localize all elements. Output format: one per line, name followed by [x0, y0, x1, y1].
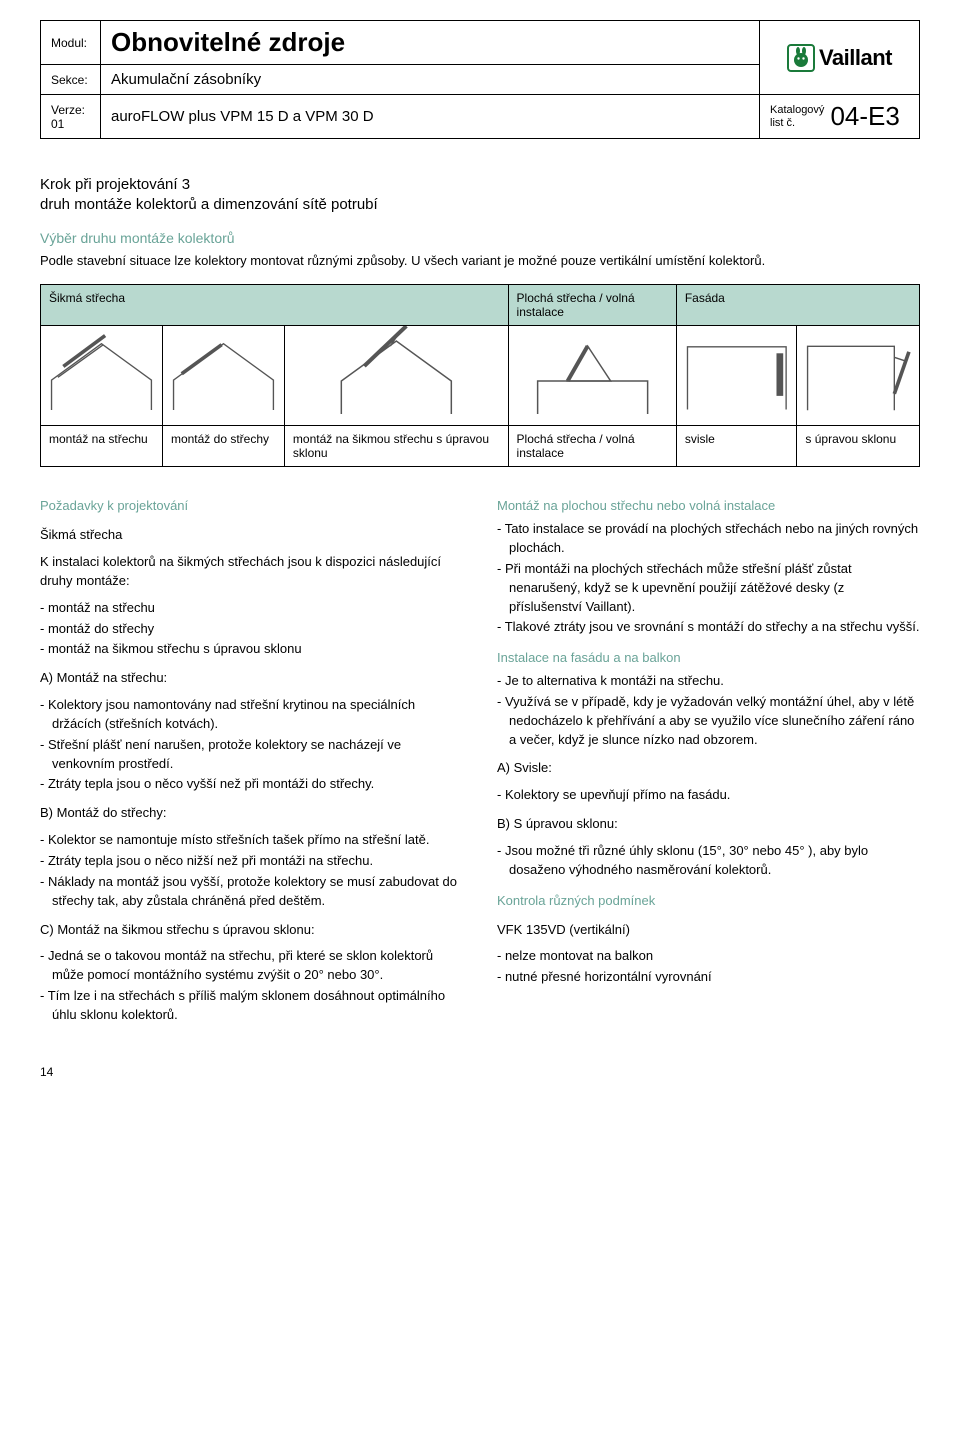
modul-value: Obnovitelné zdroje — [101, 21, 760, 65]
bunny-icon — [787, 44, 815, 72]
mount-lbl-2: montáž na šikmou střechu s úpravou sklon… — [284, 426, 508, 467]
list-item: Jedná se o takovou montáž na střechu, př… — [40, 947, 463, 985]
roof-intro: K instalaci kolektorů na šikmých střechá… — [40, 553, 463, 591]
left-column: Požadavky k projektování Šikmá střecha K… — [40, 497, 463, 1034]
list-item: Ztráty tepla jsou o něco vyšší než při m… — [40, 775, 463, 794]
verze-label: Verze: 01 — [41, 95, 101, 139]
list-item: montáž na šikmou střechu s úpravou sklon… — [40, 640, 463, 659]
list-item: Využívá se v případě, kdy je vyžadován v… — [497, 693, 920, 750]
b-head: B) Montáž do střechy: — [40, 804, 463, 823]
list-item: nelze montovat na balkon — [497, 947, 920, 966]
list-item: Jsou možné tři různé úhly sklonu (15°, 3… — [497, 842, 920, 880]
check-head: Kontrola různých podmínek — [497, 892, 920, 911]
mount-table-header-row: Šikmá střecha Plochá střecha / volná ins… — [41, 285, 920, 326]
list-item: Tato instalace se provádí na plochých st… — [497, 520, 920, 558]
mount-hdr-1: Šikmá střecha — [41, 285, 509, 326]
list-item: nutné přesné horizontální vyrovnání — [497, 968, 920, 987]
mount-hdr-3: Fasáda — [676, 285, 919, 326]
sekce-label: Sekce: — [41, 65, 101, 95]
diagram-facade-tilt — [797, 326, 920, 426]
diagram-in-roof — [162, 326, 284, 426]
selection-para: Podle stavební situace lze kolektory mon… — [40, 252, 920, 271]
b-list: Kolektor se namontuje místo střešních ta… — [40, 831, 463, 910]
modul-label: Modul: — [41, 21, 101, 65]
mount-table: Šikmá střecha Plochá střecha / volná ins… — [40, 284, 920, 467]
flat-head: Montáž na plochou střechu nebo volná ins… — [497, 497, 920, 516]
r-a-head: A) Svisle: — [497, 759, 920, 778]
logo-cell: Vaillant — [760, 21, 920, 95]
list-item: Náklady na montáž jsou vyšší, protože ko… — [40, 873, 463, 911]
facade-head: Instalace na fasádu a na balkon — [497, 649, 920, 668]
page-number: 14 — [40, 1065, 920, 1079]
mount-hdr-2: Plochá střecha / volná instalace — [508, 285, 676, 326]
catalog-label-2: list č. — [770, 117, 824, 129]
list-item: Tlakové ztráty jsou ve srovnání s montáž… — [497, 618, 920, 637]
catalog-code: 04-E3 — [830, 101, 899, 132]
c-head: C) Montáž na šikmou střechu s úpravou sk… — [40, 921, 463, 940]
catalog-label-1: Katalogový — [770, 104, 824, 116]
right-column: Montáž na plochou střechu nebo volná ins… — [497, 497, 920, 1034]
selection-head: Výběr druhu montáže kolektorů — [40, 230, 920, 246]
list-item: Je to alternativa k montáži na střechu. — [497, 672, 920, 691]
list-item: Kolektory se upevňují přímo na fasádu. — [497, 786, 920, 805]
flat-list: Tato instalace se provádí na plochých st… — [497, 520, 920, 637]
step-title: Krok při projektování 3 — [40, 175, 920, 195]
two-column-body: Požadavky k projektování Šikmá střecha K… — [40, 497, 920, 1034]
diagram-flat-roof — [508, 326, 676, 426]
list-item: Tím lze i na střechách s příliš malým sk… — [40, 987, 463, 1025]
mount-lbl-5: s úpravou sklonu — [797, 426, 920, 467]
list-item: Kolektor se namontuje místo střešních ta… — [40, 831, 463, 850]
mount-table-label-row: montáž na střechu montáž do střechy mont… — [41, 426, 920, 467]
list-item: Střešní plášť není narušen, protože kole… — [40, 736, 463, 774]
vfk-head: VFK 135VD (vertikální) — [497, 921, 920, 940]
list-item: Ztráty tepla jsou o něco nižší než při m… — [40, 852, 463, 871]
list-item: montáž do střechy — [40, 620, 463, 639]
sekce-value: Akumulační zásobníky — [101, 65, 760, 95]
list-item: Při montáži na plochých střechách může s… — [497, 560, 920, 617]
diagram-tilt-adjust — [284, 326, 508, 426]
catalog-cell: Katalogový list č. 04-E3 — [760, 95, 920, 139]
r-b-list: Jsou možné tři různé úhly sklonu (15°, 3… — [497, 842, 920, 880]
diagram-on-roof — [41, 326, 163, 426]
mount-lbl-0: montáž na střechu — [41, 426, 163, 467]
roof-list: montáž na střechu montáž do střechy mont… — [40, 599, 463, 660]
r-b-head: B) S úpravou sklonu: — [497, 815, 920, 834]
facade-list: Je to alternativa k montáži na střechu. … — [497, 672, 920, 749]
a-head: A) Montáž na střechu: — [40, 669, 463, 688]
req-head: Požadavky k projektování — [40, 497, 463, 516]
list-item: Kolektory jsou namontovány nad střešní k… — [40, 696, 463, 734]
mount-lbl-1: montáž do střechy — [162, 426, 284, 467]
verze-value: auroFLOW plus VPM 15 D a VPM 30 D — [101, 95, 760, 139]
list-item: montáž na střechu — [40, 599, 463, 618]
vfk-list: nelze montovat na balkon nutné přesné ho… — [497, 947, 920, 987]
mount-table-diagram-row — [41, 326, 920, 426]
brand-logo: Vaillant — [770, 44, 909, 72]
header-table: Modul: Obnovitelné zdroje Vaillant Sekce… — [40, 20, 920, 139]
logo-text: Vaillant — [819, 45, 892, 71]
a-list: Kolektory jsou namontovány nad střešní k… — [40, 696, 463, 794]
step-subtitle: druh montáže kolektorů a dimenzování sít… — [40, 195, 920, 215]
mount-lbl-3: Plochá střecha / volná instalace — [508, 426, 676, 467]
mount-lbl-4: svisle — [676, 426, 797, 467]
roof-head: Šikmá střecha — [40, 526, 463, 545]
c-list: Jedná se o takovou montáž na střechu, př… — [40, 947, 463, 1024]
step-title-block: Krok při projektování 3 druh montáže kol… — [40, 175, 920, 216]
r-a-list: Kolektory se upevňují přímo na fasádu. — [497, 786, 920, 805]
diagram-facade-vertical — [676, 326, 797, 426]
